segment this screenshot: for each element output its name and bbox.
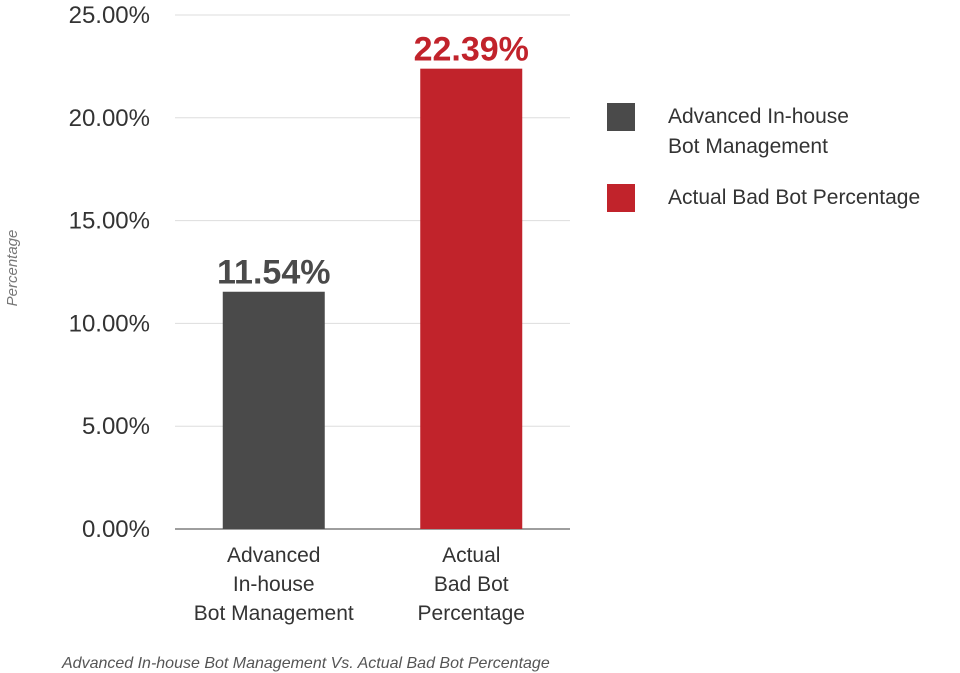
legend-label-2: Actual Bad Bot Percentage: [668, 186, 920, 209]
value-labels: 11.54% 22.39%: [217, 31, 529, 292]
y-tick-label: 5.00%: [82, 413, 150, 440]
value-label-1: 11.54%: [217, 254, 330, 292]
y-tick-labels: 0.00% 5.00% 10.00% 15.00% 20.00% 25.00%: [69, 2, 150, 543]
x-category-label: Percentage: [418, 602, 525, 625]
value-label-2: 22.39%: [414, 31, 529, 69]
x-category-label: Advanced: [227, 544, 320, 567]
bar-2: [420, 68, 523, 530]
y-tick-label: 25.00%: [69, 2, 150, 29]
x-category-label: Actual: [442, 544, 500, 567]
y-tick-label: 10.00%: [69, 310, 150, 337]
legend-swatch-1: [607, 103, 635, 131]
x-category-label: Bad Bot: [434, 573, 509, 596]
bars: [222, 68, 523, 530]
bar-1: [222, 291, 325, 529]
chart-caption: Advanced In-house Bot Management Vs. Act…: [61, 655, 550, 672]
x-category-label: In-house: [233, 573, 315, 596]
y-tick-label: 15.00%: [69, 208, 150, 235]
y-tick-label: 0.00%: [82, 516, 150, 543]
legend: Advanced In-house Bot Management Actual Ba…: [607, 103, 920, 212]
legend-label-1: Bot Management: [668, 135, 828, 158]
y-axis-label: Percentage: [4, 230, 21, 307]
x-category-labels: Advanced In-house Bot Management Actual Bad …: [194, 544, 525, 625]
y-tick-label: 20.00%: [69, 105, 150, 132]
legend-label-1: Advanced In-house: [668, 105, 849, 128]
legend-swatch-2: [607, 184, 635, 212]
x-category-label: Bot Management: [194, 602, 354, 625]
